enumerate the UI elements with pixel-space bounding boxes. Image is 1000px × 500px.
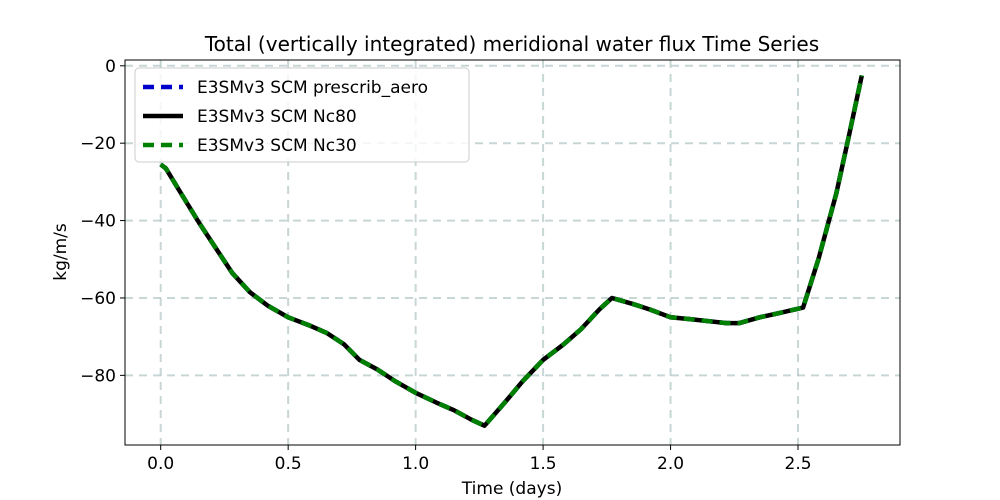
x-tick-label: 0.0 xyxy=(147,454,174,474)
y-tick-label: −60 xyxy=(80,289,116,309)
x-tick-label: 2.5 xyxy=(785,454,812,474)
chart-title: Total (vertically integrated) meridional… xyxy=(204,32,819,56)
axis-ticks: 0.0 0.5 1.0 1.5 2.0 2.5 0 −20 −40 −60 −80 xyxy=(80,57,811,474)
y-tick-label: 0 xyxy=(105,57,116,77)
legend-label: E3SMv3 SCM Nc30 xyxy=(197,136,357,156)
y-tick-label: −80 xyxy=(80,366,116,386)
x-tick-label: 1.5 xyxy=(530,454,557,474)
series-line-3 xyxy=(159,75,865,428)
y-tick-label: −20 xyxy=(80,134,116,154)
legend-label: E3SMv3 SCM prescrib_aero xyxy=(197,78,428,98)
x-tick-label: 0.5 xyxy=(275,454,302,474)
legend-label: E3SMv3 SCM Nc80 xyxy=(197,107,357,127)
series-lines xyxy=(159,75,865,428)
plot-frame xyxy=(124,59,901,446)
x-tick-label: 2.0 xyxy=(657,454,684,474)
y-axis-title: kg/m/s xyxy=(51,223,71,281)
legend-box xyxy=(134,67,470,163)
y-tick-label: −40 xyxy=(80,212,116,232)
x-tick-label: 1.0 xyxy=(402,454,429,474)
x-axis-title: Time (days) xyxy=(461,479,562,499)
legend: E3SMv3 SCM prescrib_aero E3SMv3 SCM Nc80 E… xyxy=(134,67,470,163)
